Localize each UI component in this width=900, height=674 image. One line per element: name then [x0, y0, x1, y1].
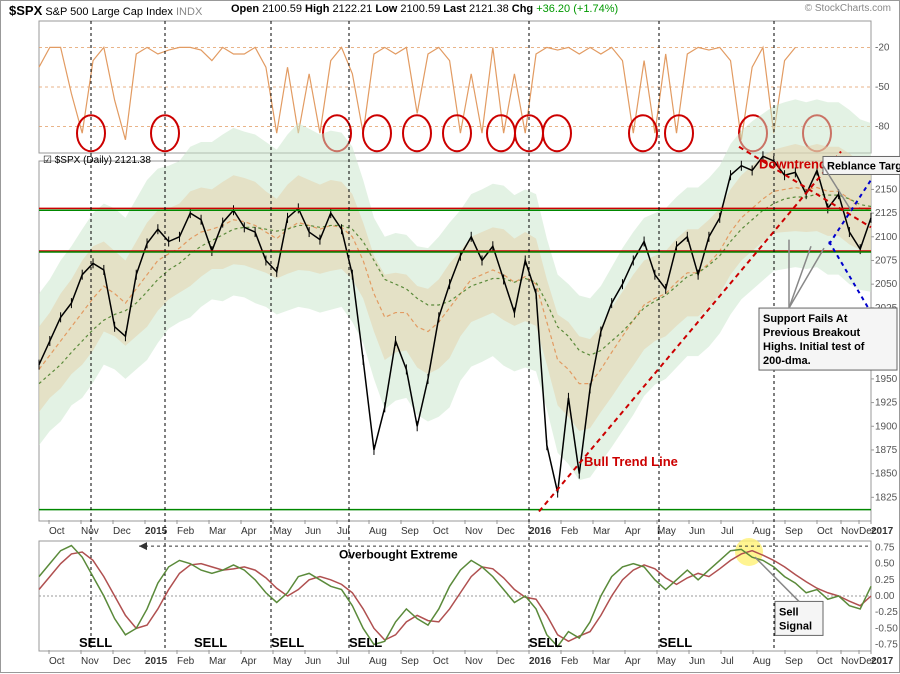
svg-text:-0.50: -0.50: [875, 623, 898, 634]
svg-text:1850: 1850: [875, 469, 898, 480]
svg-text:SELL: SELL: [79, 635, 112, 650]
svg-text:Dec: Dec: [497, 656, 515, 667]
svg-text:Aug: Aug: [369, 526, 387, 537]
svg-text:Mar: Mar: [593, 656, 611, 667]
svg-text:Mar: Mar: [593, 526, 611, 537]
svg-text:1950: 1950: [875, 374, 898, 385]
svg-text:May: May: [657, 656, 676, 667]
svg-text:SELL: SELL: [271, 635, 304, 650]
svg-text:0.25: 0.25: [875, 575, 895, 586]
svg-text:Jun: Jun: [305, 656, 321, 667]
svg-text:Aug: Aug: [369, 656, 387, 667]
svg-text:Signal: Signal: [779, 620, 812, 632]
svg-text:Nov: Nov: [81, 656, 99, 667]
svg-text:May: May: [657, 526, 676, 537]
svg-text:SELL: SELL: [349, 635, 382, 650]
svg-text:2125: 2125: [875, 208, 898, 219]
svg-text:Overbought Extreme: Overbought Extreme: [339, 547, 458, 561]
svg-text:Apr: Apr: [625, 656, 641, 667]
svg-text:Nov: Nov: [465, 526, 483, 537]
svg-text:Dec: Dec: [113, 656, 131, 667]
svg-text:☑ $SPX (Daily) 2121.38: ☑ $SPX (Daily) 2121.38: [43, 155, 151, 166]
svg-text:200-dma.: 200-dma.: [763, 355, 811, 367]
svg-text:-50: -50: [875, 82, 890, 93]
svg-text:Dec: Dec: [113, 526, 131, 537]
svg-text:Downtrend: Downtrend: [759, 157, 827, 172]
svg-text:2100: 2100: [875, 232, 898, 243]
svg-text:Nov: Nov: [465, 656, 483, 667]
svg-text:Sep: Sep: [785, 656, 803, 667]
svg-text:-0.75: -0.75: [875, 640, 898, 651]
svg-text:-20: -20: [875, 42, 890, 53]
svg-text:Bull Trend Line: Bull Trend Line: [584, 454, 678, 469]
svg-text:Aug: Aug: [753, 526, 771, 537]
svg-text:Feb: Feb: [177, 526, 195, 537]
svg-text:SELL: SELL: [194, 635, 227, 650]
svg-text:-0.25: -0.25: [875, 607, 898, 618]
chart-svg: Oct Nov Dec 2015 Feb Mar Apr May Jun Jul Aug Sep Oct…: [1, 1, 900, 674]
svg-text:May: May: [273, 656, 292, 667]
svg-text:1900: 1900: [875, 421, 898, 432]
svg-text:2015: 2015: [145, 526, 168, 537]
svg-text:Apr: Apr: [625, 526, 641, 537]
svg-text:Previous Breakout: Previous Breakout: [763, 327, 861, 339]
svg-text:Oct: Oct: [817, 526, 833, 537]
svg-text:Oct: Oct: [433, 656, 449, 667]
svg-text:Oct: Oct: [433, 526, 449, 537]
svg-text:0.50: 0.50: [875, 559, 895, 570]
svg-text:Oct: Oct: [49, 656, 65, 667]
svg-text:2050: 2050: [875, 279, 898, 290]
svg-text:0.75: 0.75: [875, 542, 895, 553]
svg-text:Oct: Oct: [49, 526, 65, 537]
svg-text:2017: 2017: [871, 656, 894, 667]
svg-text:Mar: Mar: [209, 656, 227, 667]
svg-text:Nov: Nov: [841, 656, 859, 667]
svg-text:SELL: SELL: [529, 635, 562, 650]
svg-text:Apr: Apr: [241, 656, 257, 667]
svg-text:Highs. Initial test of: Highs. Initial test of: [763, 341, 865, 353]
svg-text:Sep: Sep: [401, 656, 419, 667]
svg-text:Sell: Sell: [779, 606, 799, 618]
svg-text:Sep: Sep: [785, 526, 803, 537]
svg-text:2017: 2017: [871, 526, 894, 537]
stock-chart: $SPX S&P 500 Large Cap Index INDX © Stoc…: [0, 0, 900, 673]
svg-text:Feb: Feb: [561, 526, 579, 537]
svg-text:Apr: Apr: [241, 526, 257, 537]
svg-text:Feb: Feb: [561, 656, 579, 667]
svg-text:Nov: Nov: [81, 526, 99, 537]
svg-text:1925: 1925: [875, 398, 898, 409]
svg-text:2016: 2016: [529, 656, 552, 667]
svg-text:1825: 1825: [875, 492, 898, 503]
svg-text:2016: 2016: [529, 526, 552, 537]
svg-text:Jul: Jul: [721, 526, 734, 537]
svg-text:SELL: SELL: [659, 635, 692, 650]
svg-text:2150: 2150: [875, 184, 898, 195]
svg-text:Jul: Jul: [721, 656, 734, 667]
svg-text:Sep: Sep: [401, 526, 419, 537]
svg-text:Jul: Jul: [337, 656, 350, 667]
svg-text:Jun: Jun: [305, 526, 321, 537]
svg-text:-80: -80: [875, 122, 890, 133]
svg-text:Jun: Jun: [689, 656, 705, 667]
svg-text:May: May: [273, 526, 292, 537]
svg-text:0.00: 0.00: [875, 591, 895, 602]
svg-text:Support Fails At: Support Fails At: [763, 313, 848, 325]
svg-text:Dec: Dec: [497, 526, 515, 537]
svg-text:Aug: Aug: [753, 656, 771, 667]
svg-text:1875: 1875: [875, 445, 898, 456]
svg-text:2075: 2075: [875, 255, 898, 266]
svg-text:2015: 2015: [145, 656, 168, 667]
svg-text:Jun: Jun: [689, 526, 705, 537]
svg-text:Reblance Target: Reblance Target: [827, 160, 900, 172]
svg-text:Jul: Jul: [337, 526, 350, 537]
svg-text:Oct: Oct: [817, 656, 833, 667]
svg-text:Nov: Nov: [841, 526, 859, 537]
svg-text:Mar: Mar: [209, 526, 227, 537]
svg-text:Feb: Feb: [177, 656, 195, 667]
